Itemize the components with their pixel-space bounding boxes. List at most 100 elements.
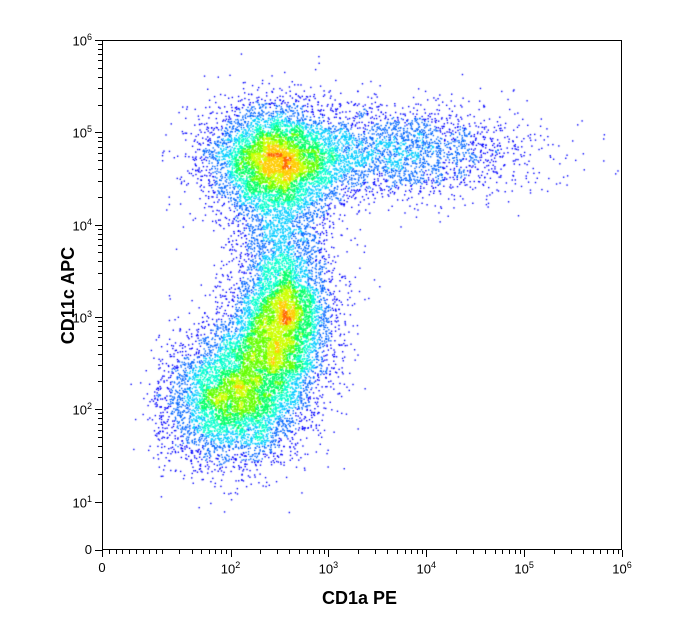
axis-tick xyxy=(98,326,102,327)
axis-tick xyxy=(98,365,102,366)
tick-label: 102 xyxy=(58,401,92,417)
axis-tick xyxy=(215,550,216,554)
axis-tick xyxy=(98,60,102,61)
axis-tick xyxy=(260,550,261,554)
axis-tick xyxy=(149,550,150,554)
axis-tick xyxy=(109,550,110,554)
axis-tick xyxy=(95,502,102,503)
axis-tick xyxy=(98,239,102,240)
axis-tick xyxy=(495,550,496,554)
axis-tick xyxy=(502,550,503,554)
flow-cytometry-scatter: CD11c APC CD1a PE 0102103104105106010110… xyxy=(0,0,679,641)
axis-tick xyxy=(98,68,102,69)
axis-tick xyxy=(524,550,525,557)
axis-tick xyxy=(98,234,102,235)
axis-tick xyxy=(520,550,521,554)
axis-tick xyxy=(583,550,584,554)
tick-label: 101 xyxy=(58,494,92,510)
axis-tick xyxy=(179,550,180,554)
axis-tick xyxy=(98,197,102,198)
axis-tick xyxy=(307,550,308,554)
axis-tick xyxy=(277,550,278,554)
axis-tick xyxy=(554,550,555,554)
axis-tick xyxy=(515,550,516,554)
axis-tick xyxy=(289,550,290,554)
axis-tick xyxy=(607,550,608,554)
x-axis-label: CD1a PE xyxy=(322,588,397,609)
tick-label: 103 xyxy=(313,560,343,576)
axis-tick xyxy=(98,424,102,425)
axis-tick xyxy=(95,225,102,226)
axis-tick xyxy=(192,550,193,554)
axis-tick xyxy=(98,446,102,447)
axis-tick xyxy=(98,474,102,475)
axis-tick xyxy=(473,550,474,554)
tick-label: 104 xyxy=(411,560,441,576)
axis-tick xyxy=(324,550,325,554)
axis-tick xyxy=(116,550,117,554)
axis-tick xyxy=(98,44,102,45)
axis-tick xyxy=(98,437,102,438)
axis-tick xyxy=(98,413,102,414)
axis-tick xyxy=(98,354,102,355)
axis-tick xyxy=(358,550,359,554)
axis-tick xyxy=(98,430,102,431)
axis-tick xyxy=(95,409,102,410)
axis-tick xyxy=(397,550,398,554)
density-canvas-wrap xyxy=(103,41,623,551)
axis-tick xyxy=(156,550,157,554)
tick-label: 102 xyxy=(216,560,246,576)
axis-tick xyxy=(98,337,102,338)
axis-tick xyxy=(162,550,163,554)
axis-tick xyxy=(98,181,102,182)
axis-tick xyxy=(375,550,376,554)
axis-tick xyxy=(405,550,406,554)
axis-tick xyxy=(95,132,102,133)
axis-tick xyxy=(226,550,227,554)
axis-tick xyxy=(98,261,102,262)
axis-tick xyxy=(613,550,614,554)
axis-tick xyxy=(98,381,102,382)
axis-tick xyxy=(387,550,388,554)
axis-tick xyxy=(231,550,232,557)
axis-tick xyxy=(201,550,202,554)
axis-tick xyxy=(95,317,102,318)
axis-tick xyxy=(98,77,102,78)
axis-tick xyxy=(98,457,102,458)
axis-tick xyxy=(593,550,594,554)
axis-tick xyxy=(313,550,314,554)
axis-tick xyxy=(98,160,102,161)
axis-tick xyxy=(98,169,102,170)
axis-tick xyxy=(209,550,210,554)
axis-tick xyxy=(426,550,427,557)
axis-tick xyxy=(98,153,102,154)
axis-tick xyxy=(417,550,418,554)
axis-tick xyxy=(98,88,102,89)
axis-tick xyxy=(422,550,423,554)
axis-tick xyxy=(98,141,102,142)
tick-label: 105 xyxy=(58,124,92,140)
axis-tick xyxy=(622,550,623,557)
axis-tick xyxy=(618,550,619,554)
axis-tick xyxy=(98,245,102,246)
axis-tick xyxy=(98,289,102,290)
axis-tick xyxy=(95,40,102,41)
tick-label: 106 xyxy=(607,560,637,576)
axis-tick xyxy=(98,54,102,55)
axis-tick xyxy=(600,550,601,554)
axis-tick xyxy=(136,550,137,554)
axis-tick xyxy=(143,550,144,554)
axis-tick xyxy=(98,418,102,419)
axis-tick xyxy=(98,331,102,332)
scatter-density-canvas xyxy=(103,41,623,551)
tick-label: 103 xyxy=(58,309,92,325)
axis-tick xyxy=(102,550,103,557)
plot-area xyxy=(102,40,622,550)
axis-tick xyxy=(571,550,572,554)
axis-tick xyxy=(98,252,102,253)
axis-tick xyxy=(95,550,102,551)
axis-tick xyxy=(98,147,102,148)
axis-tick xyxy=(98,105,102,106)
axis-tick xyxy=(411,550,412,554)
axis-tick xyxy=(509,550,510,554)
